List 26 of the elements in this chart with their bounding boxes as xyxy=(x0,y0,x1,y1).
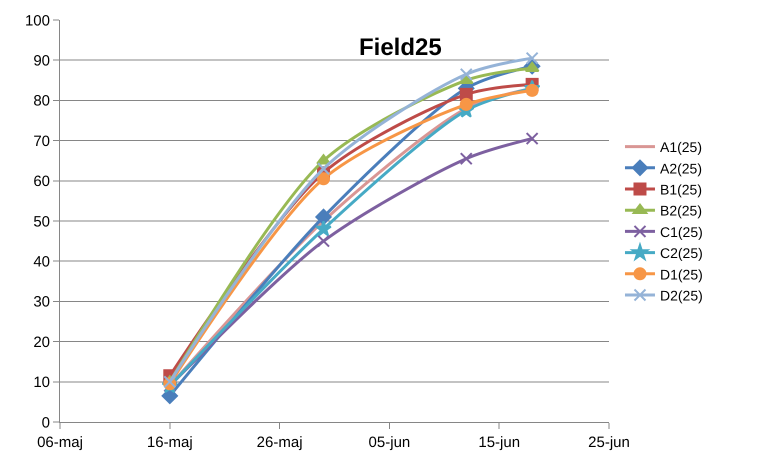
text: Field25 xyxy=(359,34,442,61)
x-tick-label: 16-maj xyxy=(146,434,193,451)
y-tick-label: 90 xyxy=(33,52,50,70)
legend-label: A2(25) xyxy=(660,160,702,176)
y-tick-label: 20 xyxy=(33,334,50,351)
x-tick-label: 06-maj xyxy=(37,434,83,451)
legend-label: C2(25) xyxy=(660,245,703,262)
y-tick-label: 30 xyxy=(33,294,50,311)
y-tick-label: 60 xyxy=(33,173,50,190)
y-tick-label: 80 xyxy=(33,92,50,110)
legend-label: B2(25) xyxy=(660,202,702,219)
x-tick-label: 05-jun xyxy=(368,434,410,451)
y-tick-label: 100 xyxy=(24,12,50,30)
x-tick-label: 25-jun xyxy=(588,434,630,451)
legend-label: D1(25) xyxy=(660,266,703,282)
y-tick-label: 50 xyxy=(33,213,50,230)
y-tick-label: 70 xyxy=(33,132,50,150)
y-tick-label: 10 xyxy=(33,374,50,392)
legend-label: A1(25) xyxy=(660,139,702,156)
legend-label: D2(25) xyxy=(660,287,703,304)
x-tick-label: 26-maj xyxy=(256,434,303,451)
y-tick-label: 40 xyxy=(33,253,50,270)
y-tick-label: 0 xyxy=(42,414,50,432)
legend-label: B1(25) xyxy=(660,181,702,198)
legend-label: C1(25) xyxy=(660,224,703,240)
x-tick-label: 15-jun xyxy=(478,434,520,451)
